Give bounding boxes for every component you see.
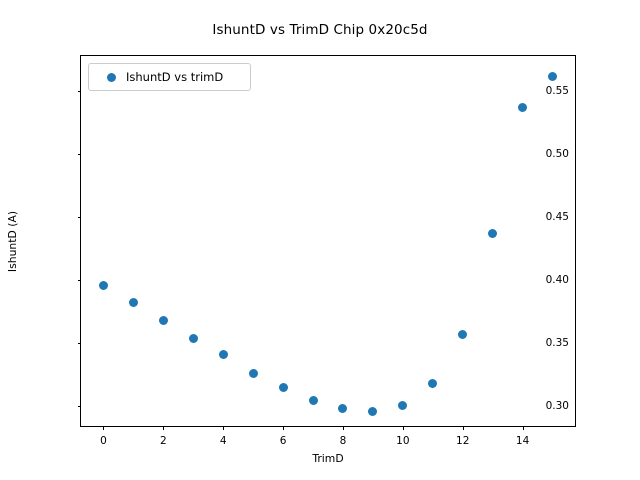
scatter-point xyxy=(518,102,528,112)
chart-legend: IshuntD vs trimD xyxy=(88,63,252,91)
scatter-point xyxy=(248,369,258,379)
plot-axes: 0 2 4 6 8 10 12 14 0.30 0.35 0.40 0.45 0.50 0.55 xyxy=(77,55,576,447)
y-axis-tick-label: 0.55 xyxy=(545,84,569,97)
legend-marker-icon xyxy=(107,72,116,82)
chart-title: IshuntD vs TrimD Chip 0x20c5d xyxy=(212,22,428,38)
scatter-plot-area: 0 2 4 6 8 10 12 14 0.30 0.35 0.40 0.45 0.50 0.55 xyxy=(77,56,575,447)
y-axis-tick xyxy=(77,153,81,155)
x-axis-tick xyxy=(163,426,165,430)
x-axis-tick-label: 4 xyxy=(219,435,227,447)
y-axis-tick-label: 0.50 xyxy=(545,147,569,160)
y-axis-tick xyxy=(77,280,81,282)
x-axis-tick xyxy=(223,426,225,430)
y-axis-tick-label: 0.45 xyxy=(545,211,569,223)
y-axis-tick-label: 0.35 xyxy=(545,337,569,350)
scatter-point xyxy=(488,228,498,238)
x-axis-tick-label: 0 xyxy=(100,435,107,447)
scatter-point xyxy=(458,329,468,339)
x-axis-tick-label: 14 xyxy=(515,435,530,447)
scatter-point xyxy=(98,280,108,290)
x-axis-tick xyxy=(283,426,285,430)
scatter-point xyxy=(368,406,378,416)
scatter-point xyxy=(218,350,228,360)
y-axis-tick xyxy=(77,406,81,408)
scatter-point xyxy=(428,379,438,389)
scatter-point xyxy=(308,395,318,405)
x-axis-tick-label: 12 xyxy=(456,435,470,447)
y-axis-label: IshuntD (A) xyxy=(0,55,26,427)
scatter-point xyxy=(188,333,198,343)
x-axis-tick-label: 8 xyxy=(339,435,347,447)
scatter-point xyxy=(128,298,138,308)
x-axis-tick xyxy=(462,426,464,430)
x-axis-label: TrimD xyxy=(312,452,344,465)
y-axis-tick xyxy=(77,217,81,218)
x-axis-tick xyxy=(522,426,524,430)
scatter-point xyxy=(548,72,558,82)
x-axis-tick xyxy=(402,426,404,430)
y-axis-tick xyxy=(77,343,81,345)
x-axis-tick-label: 2 xyxy=(159,435,167,447)
x-axis-tick-label: 10 xyxy=(396,435,410,447)
scatter-point xyxy=(158,316,168,326)
y-axis-tick-label: 0.30 xyxy=(545,400,569,413)
scatter-point xyxy=(398,400,408,410)
y-axis-tick-label: 0.40 xyxy=(545,274,569,287)
x-axis-tick xyxy=(103,426,105,430)
legend-entry-label: IshuntD vs trimD xyxy=(126,70,224,84)
scatter-point xyxy=(338,404,348,414)
x-axis-tick-label: 6 xyxy=(279,435,287,447)
y-axis-label-text: IshuntD (A) xyxy=(6,210,20,272)
scatter-point xyxy=(278,382,288,392)
y-axis-tick xyxy=(77,90,81,92)
x-axis-tick xyxy=(342,426,344,430)
